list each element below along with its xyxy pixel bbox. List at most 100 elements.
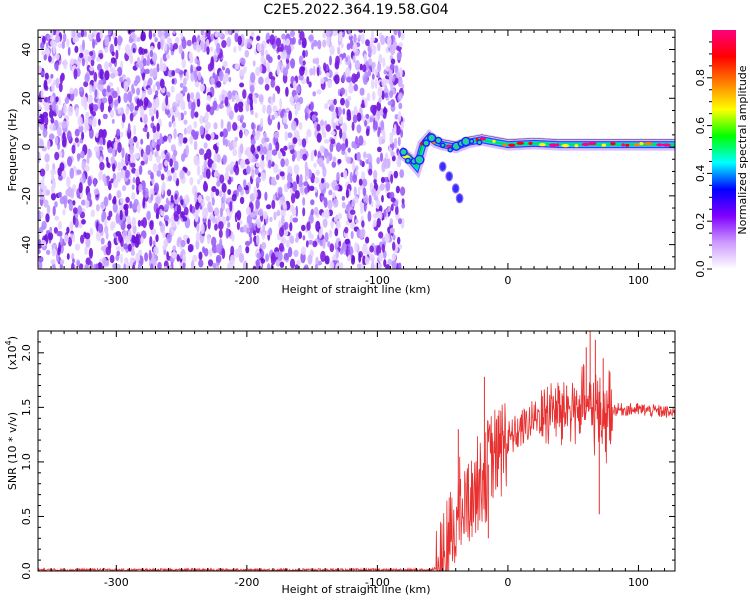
noise-point	[379, 152, 384, 162]
noise-point	[129, 112, 134, 122]
noise-point	[378, 136, 382, 145]
noise-point	[214, 223, 218, 231]
noise-point	[346, 115, 352, 121]
noise-point	[317, 39, 322, 50]
noise-point	[337, 158, 342, 164]
noise-point	[131, 236, 137, 244]
noise-point	[225, 166, 229, 172]
noise-point	[164, 160, 169, 167]
noise-point	[325, 30, 331, 38]
noise-point	[229, 145, 233, 151]
noise-point	[376, 157, 381, 165]
noise-point	[287, 246, 293, 258]
noise-point	[162, 63, 167, 72]
noise-point	[94, 145, 99, 152]
noise-point	[329, 45, 335, 56]
noise-point	[291, 207, 297, 217]
noise-point	[350, 245, 353, 256]
noise-point	[400, 121, 404, 130]
noise-point	[38, 248, 41, 255]
noise-point	[307, 254, 313, 265]
noise-point	[143, 97, 149, 107]
noise-point	[172, 121, 176, 128]
noise-point	[233, 165, 237, 173]
noise-point	[149, 106, 154, 118]
noise-point	[389, 44, 396, 56]
noise-point	[299, 186, 304, 193]
noise-point	[180, 239, 186, 248]
noise-point	[222, 135, 226, 146]
noise-point	[145, 68, 150, 75]
noise-point	[99, 168, 103, 178]
noise-point	[38, 226, 44, 234]
noise-point	[81, 199, 86, 206]
noise-point	[74, 59, 79, 65]
noise-point	[388, 75, 392, 86]
noise-point	[269, 34, 275, 46]
noise-point	[116, 250, 120, 257]
noise-point	[393, 170, 399, 179]
noise-point	[38, 238, 41, 245]
noise-point	[258, 76, 264, 85]
noise-point	[373, 169, 378, 180]
noise-point	[398, 42, 404, 48]
noise-point	[199, 83, 205, 92]
noise-point	[66, 176, 71, 188]
noise-point	[279, 199, 283, 206]
noise-point	[179, 169, 185, 180]
noise-point	[331, 161, 337, 168]
noise-point	[186, 39, 192, 47]
y-tick-label: 1.0	[20, 453, 33, 471]
noise-point	[77, 32, 82, 38]
noise-point	[49, 109, 54, 119]
noise-point	[294, 109, 298, 116]
noise-point	[387, 42, 391, 48]
noise-point	[58, 230, 63, 237]
noise-point	[214, 31, 219, 38]
noise-point	[285, 239, 291, 248]
noise-point	[346, 43, 351, 51]
noise-point	[191, 129, 196, 138]
noise-point	[365, 39, 370, 47]
x-tick-label: -200	[234, 274, 259, 287]
noise-point	[112, 163, 116, 172]
noise-point	[255, 162, 260, 168]
noise-point	[324, 182, 330, 189]
noise-point	[378, 53, 383, 64]
noise-point	[133, 153, 140, 159]
x-tick-label: 0	[504, 576, 511, 589]
noise-point	[377, 42, 381, 52]
signal-peak	[574, 144, 579, 148]
noise-point	[195, 231, 200, 243]
noise-point	[239, 220, 243, 225]
noise-point	[250, 72, 256, 84]
noise-point	[240, 114, 244, 121]
noise-point	[104, 61, 109, 71]
noise-point	[155, 234, 159, 243]
noise-point	[221, 40, 227, 48]
noise-point	[280, 110, 284, 119]
noise-point	[194, 57, 198, 64]
noise-point	[256, 42, 262, 52]
noise-point	[175, 178, 180, 187]
noise-point	[377, 146, 382, 153]
noise-point	[266, 104, 272, 116]
noise-point	[308, 34, 314, 42]
noise-point	[127, 91, 132, 102]
noise-point	[52, 179, 56, 190]
noise-point	[294, 237, 299, 243]
signal-peak	[548, 143, 558, 147]
noise-point	[336, 171, 340, 182]
signal-knot	[414, 154, 425, 165]
noise-point	[273, 163, 279, 174]
noise-point	[363, 187, 366, 197]
noise-point	[257, 172, 261, 178]
noise-point	[97, 223, 104, 233]
noise-point	[341, 149, 346, 155]
noise-point	[380, 176, 385, 184]
noise-point	[88, 247, 93, 259]
noise-point	[371, 73, 375, 80]
noise-point	[180, 211, 185, 219]
noise-point	[190, 92, 195, 100]
noise-point	[245, 246, 250, 254]
